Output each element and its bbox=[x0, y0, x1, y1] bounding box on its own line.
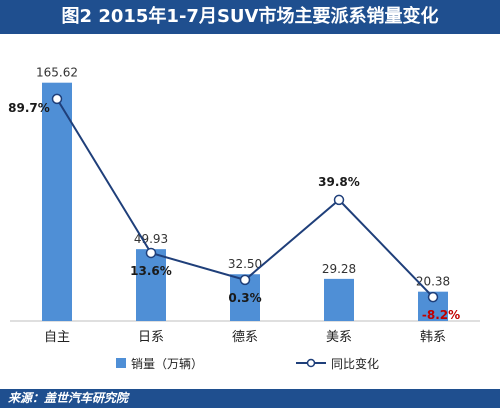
x-tick-label-1: 日系 bbox=[138, 330, 164, 345]
line-value-label-0: 89.7% bbox=[8, 101, 50, 115]
line-value-label-4: -8.2% bbox=[422, 308, 460, 322]
bar-3 bbox=[324, 278, 354, 321]
legend-line-marker bbox=[306, 358, 316, 368]
line-point-4 bbox=[427, 291, 439, 303]
bar-value-label-0: 165.62 bbox=[36, 66, 78, 80]
x-tick-label-4: 韩系 bbox=[420, 330, 446, 345]
line-value-label-1: 13.6% bbox=[130, 264, 172, 278]
chart-title: 图2 2015年1-7月SUV市场主要派系销量变化 bbox=[61, 6, 439, 27]
line-point-1 bbox=[145, 247, 157, 259]
legend-line-label: 同比变化 bbox=[331, 356, 379, 371]
line-value-label-2: 0.3% bbox=[228, 291, 261, 305]
source-label: 来源：盖世汽车研究院 bbox=[8, 391, 129, 405]
chart-plot: 165.62 自主 49.93 日系 32.50 德系 29.28 美系 20.38 韩系 89.7… bbox=[8, 66, 480, 371]
bar-value-label-2: 32.50 bbox=[228, 257, 262, 271]
bar-value-label-1: 49.93 bbox=[134, 232, 168, 246]
line-point-2 bbox=[239, 274, 251, 286]
legend-bar-label: 销量（万辆） bbox=[131, 357, 203, 371]
x-tick-label-0: 自主 bbox=[44, 330, 70, 345]
x-tick-label-2: 德系 bbox=[232, 330, 258, 345]
bar-0 bbox=[42, 82, 72, 321]
bar-1 bbox=[136, 249, 166, 321]
line-point-3 bbox=[333, 194, 345, 206]
x-tick-label-3: 美系 bbox=[326, 330, 352, 345]
legend-bar-swatch bbox=[116, 358, 126, 368]
source-bar bbox=[0, 389, 500, 408]
bar-value-label-4: 20.38 bbox=[416, 275, 450, 289]
title-bar bbox=[0, 0, 500, 34]
line-value-label-3: 39.8% bbox=[318, 175, 360, 189]
line-point-0 bbox=[51, 93, 63, 105]
bar-value-label-3: 29.28 bbox=[322, 262, 356, 276]
